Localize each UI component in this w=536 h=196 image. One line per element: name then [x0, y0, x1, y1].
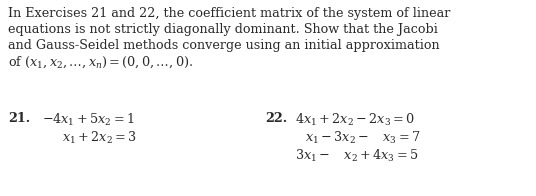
Text: $x_1 - 3x_2 - \quad x_3 = 7$: $x_1 - 3x_2 - \quad x_3 = 7$ — [305, 130, 421, 146]
Text: $x_1 + 2x_2 = 3$: $x_1 + 2x_2 = 3$ — [62, 130, 137, 146]
Text: and Gauss-Seidel methods converge using an initial approximation: and Gauss-Seidel methods converge using … — [8, 39, 440, 52]
Text: 22.: 22. — [265, 112, 287, 125]
Text: equations is not strictly diagonally dominant. Show that the Jacobi: equations is not strictly diagonally dom… — [8, 23, 438, 36]
Text: $4x_1 + 2x_2 - 2x_3 = 0$: $4x_1 + 2x_2 - 2x_3 = 0$ — [295, 112, 415, 128]
Text: 21.: 21. — [8, 112, 30, 125]
Text: of $(x_1, x_2, \ldots, x_n) = (0, 0, \ldots, 0)$.: of $(x_1, x_2, \ldots, x_n) = (0, 0, \ld… — [8, 55, 193, 71]
Text: $3x_1 - \quad x_2 + 4x_3 = 5$: $3x_1 - \quad x_2 + 4x_3 = 5$ — [295, 148, 419, 164]
Text: In Exercises 21 and 22, the coefficient matrix of the system of linear: In Exercises 21 and 22, the coefficient … — [8, 7, 450, 20]
Text: $-4x_1 + 5x_2 = 1$: $-4x_1 + 5x_2 = 1$ — [42, 112, 135, 128]
